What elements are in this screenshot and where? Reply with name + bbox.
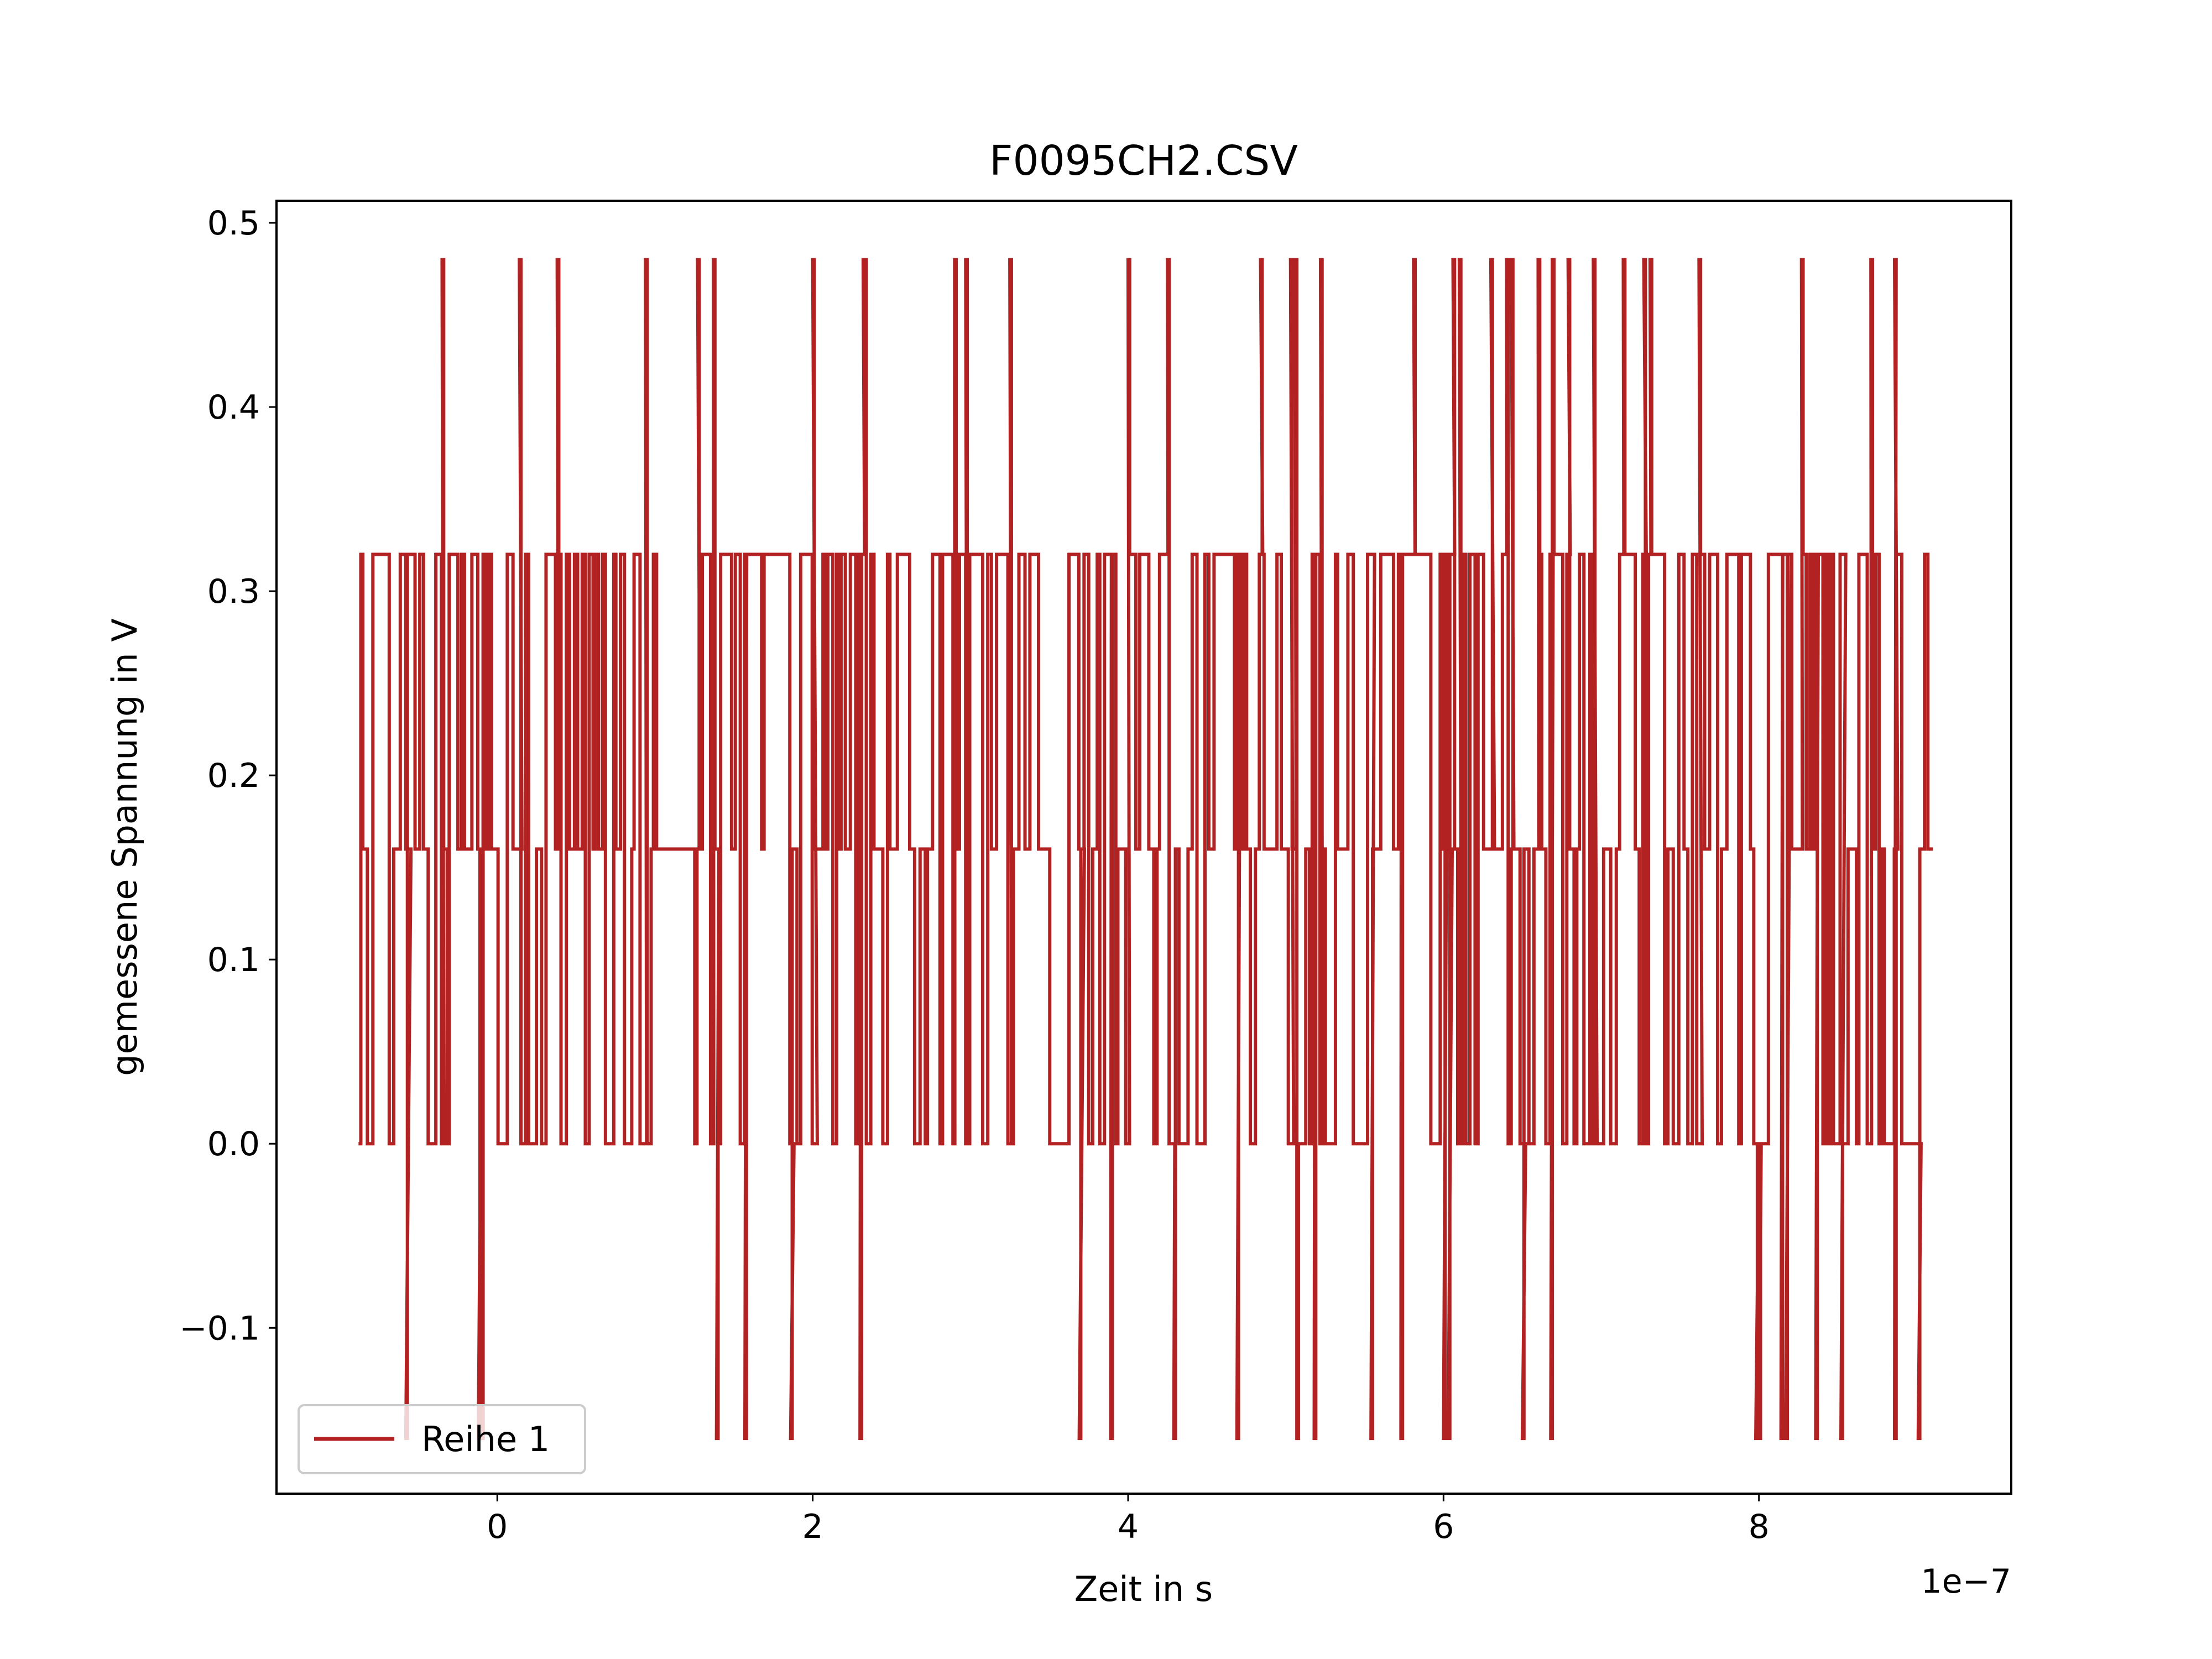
y-axis-label: gemessene Spannung in V: [105, 618, 145, 1076]
legend: Reihe 1: [298, 1404, 586, 1474]
x-axis-label: Zeit in s: [1074, 1569, 1213, 1609]
series-group: [358, 258, 1933, 1441]
legend-box: [298, 1404, 586, 1474]
series-line-reihe-1: [358, 258, 1933, 1441]
y-tick-label: 0.5: [207, 204, 260, 243]
chart-title: F0095CH2.CSV: [989, 137, 1298, 185]
x-tick-label: 6: [1433, 1507, 1454, 1546]
axes-frame: [275, 200, 2012, 1495]
legend-label-reihe-1: Reihe 1: [421, 1419, 550, 1459]
y-tick-label: 0.3: [207, 572, 260, 611]
x-tick-label: 0: [487, 1507, 508, 1546]
x-tick-label: 2: [802, 1507, 823, 1546]
x-axis-ticks: 0 2 4 6 8: [487, 1494, 1770, 1546]
plot-area: [358, 258, 1933, 1441]
x-axis-offset-label: 1e−7: [1921, 1562, 2011, 1601]
x-tick-label: 4: [1118, 1507, 1139, 1546]
y-tick-label: 0.0: [207, 1125, 260, 1164]
y-tick-label: 0.4: [207, 388, 260, 427]
x-tick-label: 8: [1749, 1507, 1770, 1546]
y-tick-label: 0.2: [207, 757, 260, 795]
y-tick-label: 0.1: [207, 941, 260, 979]
y-tick-label: −0.1: [179, 1309, 260, 1348]
y-axis-ticks: −0.1 0.0 0.1 0.2 0.3 0.4 0.5: [179, 204, 276, 1348]
